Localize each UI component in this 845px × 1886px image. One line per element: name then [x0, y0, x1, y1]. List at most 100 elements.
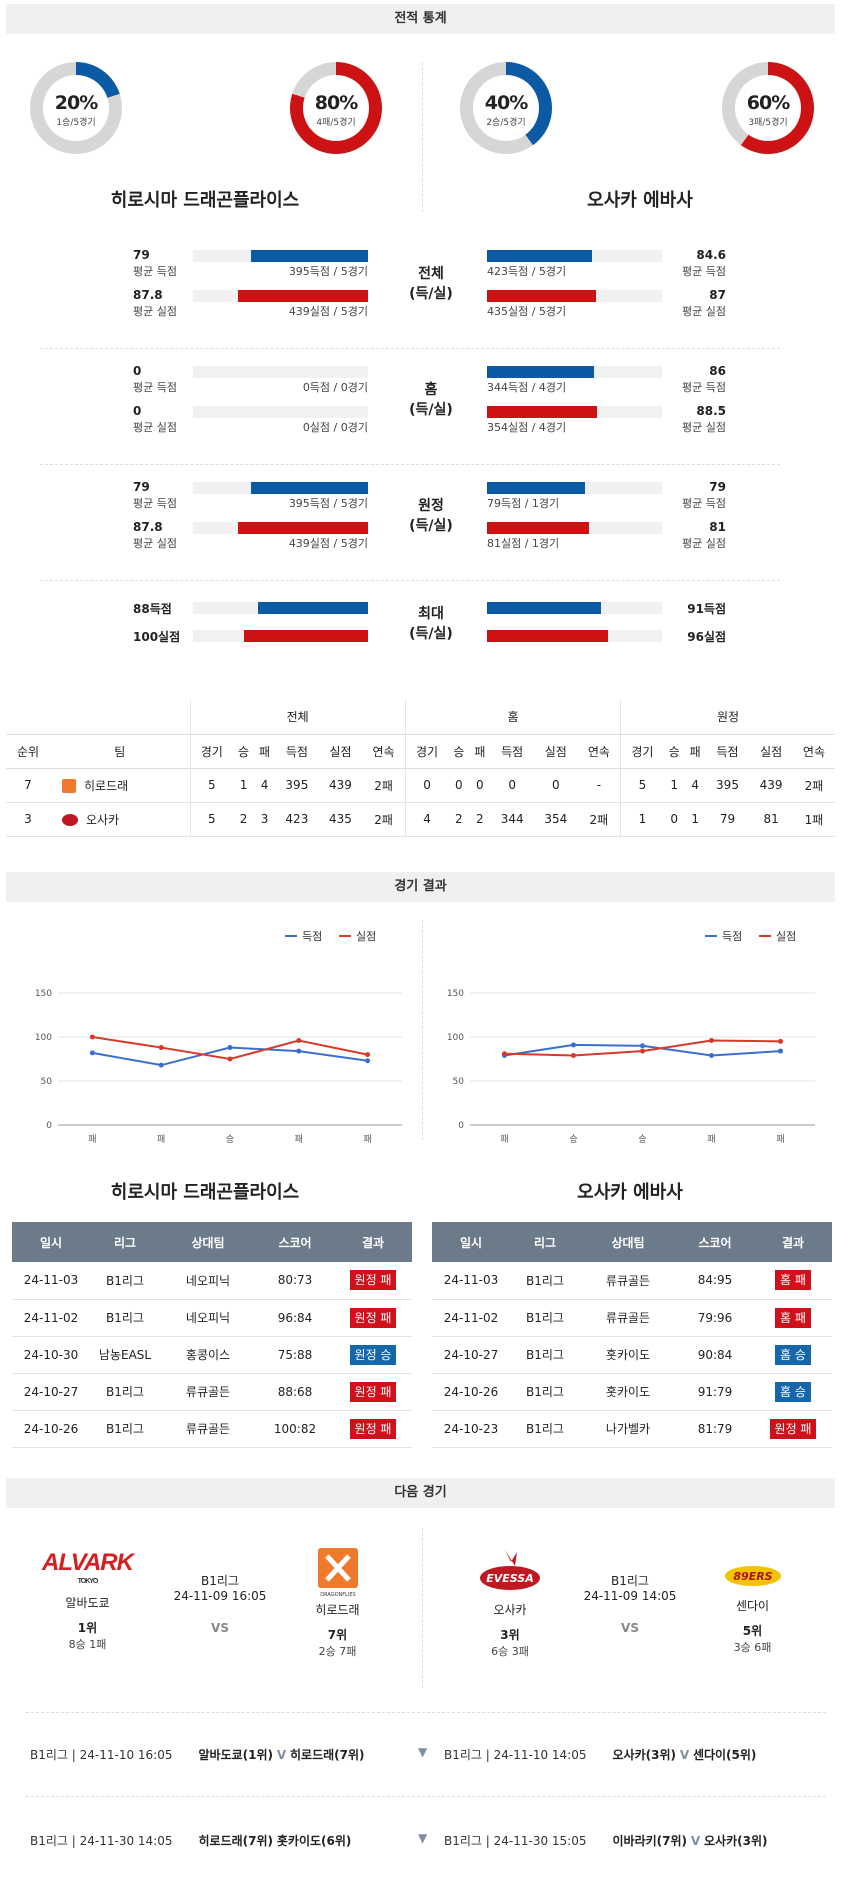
stat-bar	[487, 250, 592, 262]
stat-group-label: 홈 (득/실)	[409, 382, 453, 418]
stat-cell: 0	[551, 778, 560, 792]
upcoming-game-right[interactable]: B1리그 | 24-11-30 15:05 이바라키(7위) V 오사카(3위)	[444, 1834, 768, 1848]
group-header-home: 홈	[405, 700, 622, 734]
standings-table: 전체 홈 원정 순위 팀 경기 승 패 득점 실점 연속 경기 승 패 득점 실점 연속 경기 승 패 득점 실점 연…	[6, 700, 835, 837]
column-header: 패	[474, 744, 486, 759]
result-cell: 류큐골든	[580, 1299, 676, 1337]
stat-caption: 0득점 / 0경기	[302, 381, 368, 394]
stat-cell: 1패	[804, 812, 824, 827]
stat-caption: 439실점 / 5경기	[288, 305, 368, 318]
stat-bar	[244, 630, 368, 642]
stat-caption: 439실점 / 5경기	[288, 537, 368, 550]
group-header-away: 원정	[717, 710, 740, 725]
result-cell: B1리그	[510, 1299, 580, 1337]
stat-group-label: 전체 (득/실)	[409, 266, 453, 302]
upcoming-game-left[interactable]: B1리그 | 24-11-10 16:05 알바도쿄(1위) V 히로드래(7위)	[30, 1748, 365, 1762]
legend-score: 득점	[302, 930, 322, 943]
next-home-team-left[interactable]: ALVARK TOKYO 알바도쿄 1위 8승 1패	[40, 1548, 135, 1652]
result-row[interactable]: 24-11-02 B1리그 네오피닉 96:84 원정 패	[12, 1299, 412, 1337]
group-header-total: 전체	[190, 700, 406, 734]
stat-cell: 344	[500, 812, 524, 826]
stat-cell: 1	[239, 778, 248, 792]
result-cell: B1리그	[90, 1373, 160, 1411]
result-row[interactable]: 24-10-26 B1리그 홋카이도 91:79 홈 승	[432, 1373, 832, 1411]
data-point	[640, 1043, 645, 1049]
result-row[interactable]: 24-11-03 B1리그 류큐골든 84:95 홈 패	[432, 1262, 832, 1300]
stat-cell: 1	[670, 778, 678, 792]
stat-caption: 395득점 / 5경기	[288, 265, 368, 278]
column-header: 패	[689, 744, 701, 759]
result-cell: 80:73	[256, 1262, 334, 1300]
result-cell: 류큐골든	[160, 1373, 256, 1411]
result-row[interactable]: 24-10-23 B1리그 나가벨카 81:79 원정 패	[432, 1410, 832, 1448]
stat-label: 평균 득점	[682, 265, 726, 278]
stat-label: 평균 실점	[133, 305, 177, 318]
stat-cell: 5	[638, 778, 647, 792]
team-cell[interactable]: 히로드래	[50, 768, 191, 802]
dragonflies-logo-icon	[62, 779, 76, 793]
result-cell: 나가벨카	[580, 1410, 676, 1448]
donut-4: 60% 3패/5경기	[722, 62, 814, 154]
result-row[interactable]: 24-10-30 남농EASL 홍콩이스 75:88 원정 승	[12, 1336, 412, 1374]
result-row[interactable]: 24-11-02 B1리그 류큐골든 79:96 홈 패	[432, 1299, 832, 1337]
results-column-header: 상대팀	[580, 1222, 676, 1262]
column-header: 순위	[16, 744, 40, 759]
table-row[interactable]: 3 오사카 5 2 3 423 435 2패 4 2 2 344 354 2패 1 0 1 79 81 1패	[6, 802, 835, 836]
donut-1: 20% 1승/5경기	[30, 62, 122, 154]
stat-cell: 354	[544, 812, 568, 826]
stat-cell: 435	[329, 812, 352, 826]
next-away-team-right[interactable]: 89ERS 센다이 5위 3승 6패	[705, 1554, 800, 1655]
left-team-name-results: 히로시마 드래곤플라이스	[110, 1182, 300, 1203]
results-column-header: 상대팀	[160, 1222, 256, 1262]
legend-score: 득점	[722, 930, 742, 943]
column-header: 승	[668, 744, 680, 759]
data-point	[365, 1058, 371, 1064]
evessa-logo-icon: EVESSA	[480, 1550, 540, 1590]
donut-sub: 1승/5경기	[56, 118, 96, 128]
data-point	[709, 1038, 714, 1044]
stat-value: 84.6	[696, 248, 726, 262]
team-cell[interactable]: 오사카	[50, 802, 191, 836]
next-away-team-left[interactable]: DRAGONFLIES 히로드래 7위 2승 7패	[290, 1546, 385, 1659]
result-row[interactable]: 24-10-27 B1리그 류큐골든 88:68 원정 패	[12, 1373, 412, 1411]
result-row[interactable]: 24-11-03 B1리그 네오피닉 80:73 원정 패	[12, 1262, 412, 1300]
stat-group-label: 최대 (득/실)	[409, 606, 453, 642]
stat-caption: 0실점 / 0경기	[302, 421, 368, 434]
y-tick-label: 100	[35, 1033, 52, 1043]
column-header: 팀	[50, 734, 191, 768]
data-point	[296, 1048, 302, 1054]
result-row[interactable]: 24-10-27 B1리그 홋카이도 90:84 홈 승	[432, 1336, 832, 1374]
stat-cell: -	[577, 768, 622, 802]
stat-value: 0	[133, 404, 142, 418]
upcoming-game-right[interactable]: B1리그 | 24-11-10 14:05 오사카(3위) V 센다이(5위)	[444, 1748, 757, 1762]
y-tick-label: 100	[447, 1033, 464, 1043]
column-header: 실점	[329, 744, 352, 759]
stat-bar	[487, 602, 601, 614]
result-cell: 88:68	[256, 1373, 334, 1411]
stat-label: 평균 실점	[133, 537, 177, 550]
donut-sub: 2승/5경기	[486, 118, 526, 128]
divider	[422, 62, 423, 212]
stat-bar	[487, 522, 589, 534]
results-column-header: 스코어	[256, 1222, 334, 1262]
stat-value: 87	[709, 288, 726, 302]
result-badge: 원정 승	[349, 1344, 397, 1365]
x-tick-label: 패	[363, 1134, 371, 1145]
result-row[interactable]: 24-10-26 B1리그 류큐골든 100:82 원정 패	[12, 1410, 412, 1448]
y-tick-label: 0	[458, 1121, 464, 1131]
stat-value: 79	[709, 480, 726, 494]
section-header-results: 경기 결과	[6, 872, 835, 902]
89ers-logo-icon: 89ERS	[724, 1566, 781, 1586]
legend-lost: 실점	[356, 930, 376, 943]
result-cell: B1리그	[90, 1299, 160, 1337]
x-tick-label: 승	[226, 1134, 234, 1145]
y-tick-label: 150	[447, 989, 464, 999]
next-home-team-right[interactable]: EVESSA 오사카 3위 6승 3패	[460, 1546, 560, 1659]
stat-label: 평균 실점	[682, 537, 726, 550]
stat-cell: 1	[691, 812, 699, 826]
series-line-score	[92, 1046, 368, 1067]
table-row[interactable]: 7 히로드래 5 1 4 395 439 2패 0 0 0 0 0-5 1 4 395 439 2패	[6, 768, 835, 802]
stat-cell: 81	[763, 812, 779, 826]
donut-percent: 40%	[484, 92, 528, 114]
upcoming-game-left[interactable]: B1리그 | 24-11-30 14:05 히로드래(7위) 홋카이도(6위)	[30, 1834, 352, 1848]
